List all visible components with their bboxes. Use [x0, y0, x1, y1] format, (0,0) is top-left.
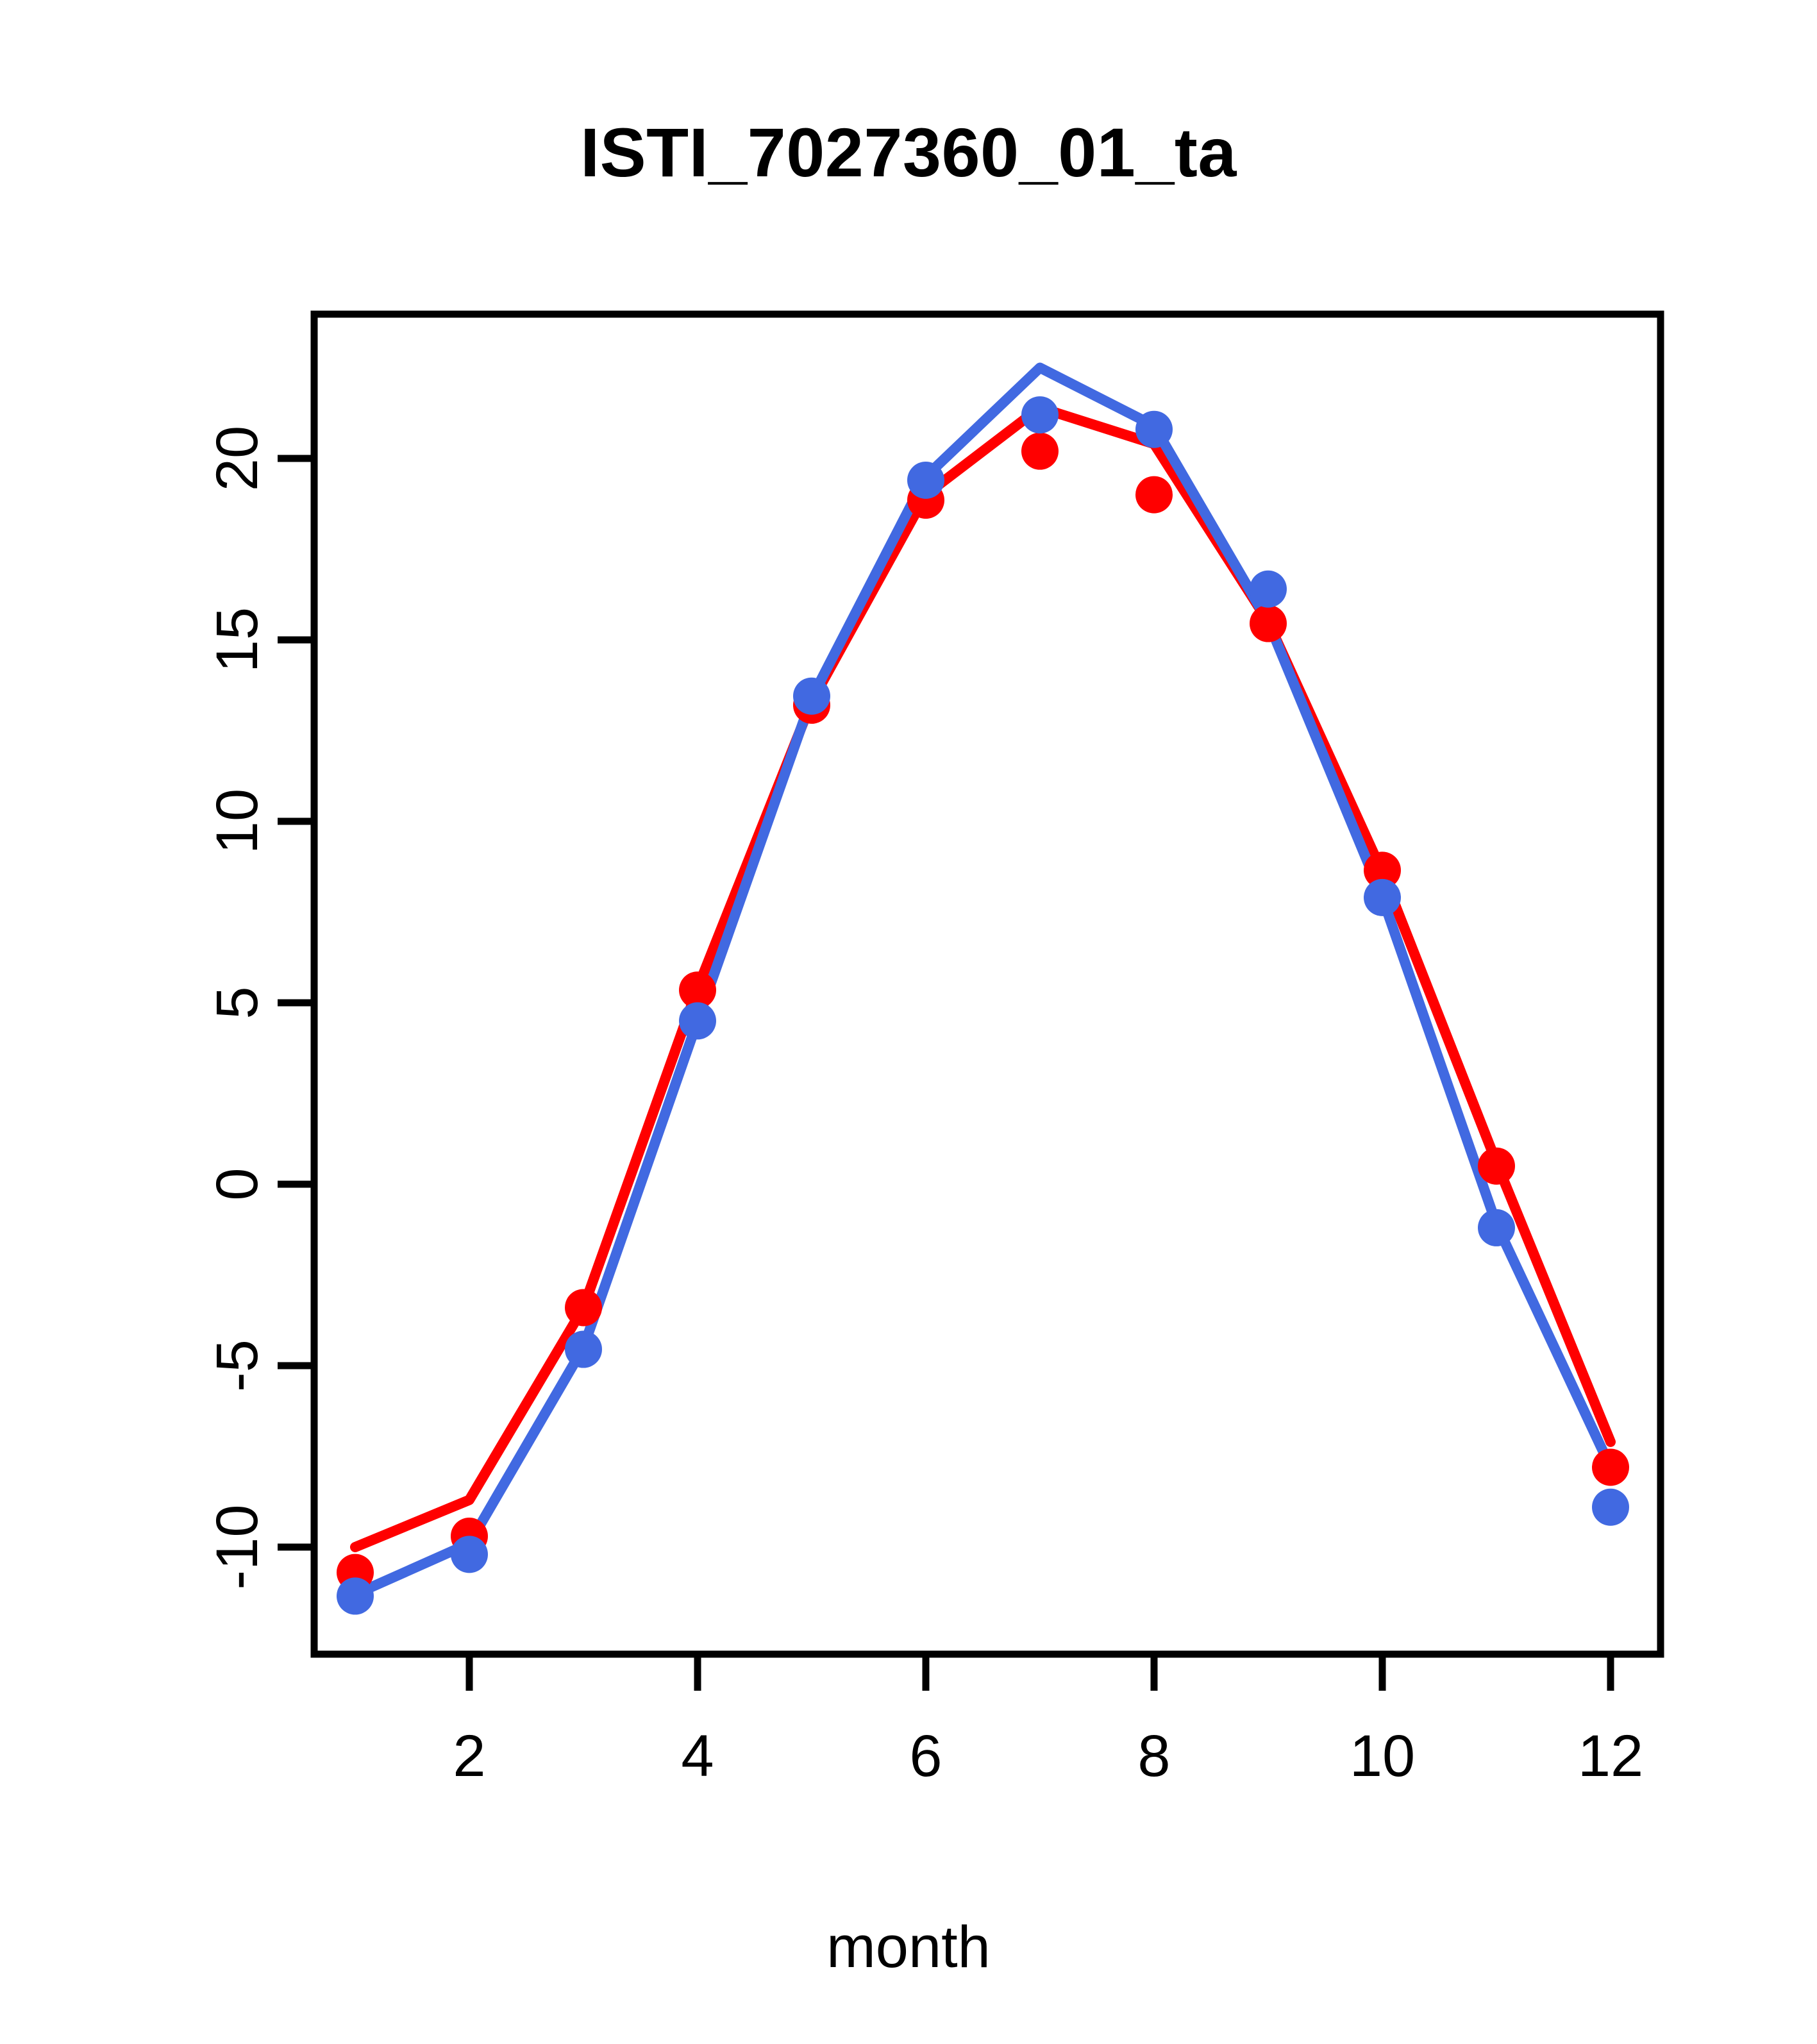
- y-tick-label: 5: [205, 986, 270, 1019]
- y-tick-label: 10: [205, 789, 270, 854]
- x-tick-label: 8: [1137, 1723, 1170, 1789]
- x-axis-ticks: [465, 1654, 1614, 1691]
- data-point-blue-points: [337, 1577, 374, 1615]
- data-point-blue-points: [1592, 1488, 1629, 1526]
- data-point-red-points: [1250, 605, 1287, 642]
- page-title: ISTI_7027360_01_ta: [580, 113, 1237, 191]
- data-point-blue-points: [679, 1002, 716, 1040]
- y-tick-label: 15: [205, 607, 270, 673]
- series-line-blue-line: [350, 362, 1616, 1600]
- data-point-blue-points: [1364, 878, 1401, 916]
- data-point-blue-points: [793, 677, 830, 715]
- x-tick-label: 6: [909, 1723, 942, 1789]
- x-tick-label: 4: [681, 1723, 714, 1789]
- data-point-blue-points: [1250, 570, 1287, 608]
- data-point-blue-points: [565, 1330, 602, 1368]
- plot-box: [310, 310, 1664, 1658]
- data-point-blue-points: [1135, 410, 1173, 448]
- data-point-red-points: [565, 1289, 602, 1327]
- y-axis-tick-labels: 20 15 10 5 0 -5 -10: [205, 426, 270, 1590]
- x-tick-label: 10: [1350, 1723, 1415, 1789]
- data-point-blue-points: [1021, 396, 1059, 434]
- x-tick-label: 2: [453, 1723, 485, 1789]
- series-line-red-line: [350, 402, 1616, 1552]
- x-axis-label: month: [826, 1914, 991, 1980]
- y-tick-label: -10: [205, 1505, 270, 1590]
- data-point-blue-points: [1478, 1209, 1515, 1246]
- data-point-blue-points: [451, 1536, 488, 1573]
- data-point-red-points: [1364, 851, 1401, 889]
- data-point-red-points: [1135, 476, 1173, 514]
- series-lines: [350, 362, 1616, 1600]
- data-point-red-points: [1592, 1448, 1629, 1486]
- x-tick-label: 12: [1578, 1723, 1643, 1789]
- y-tick-label: -5: [205, 1339, 270, 1392]
- data-point-red-points: [679, 971, 716, 1009]
- y-axis-ticks: [278, 455, 314, 1551]
- x-axis-tick-labels: 2 4 6 8 10 12: [453, 1723, 1643, 1789]
- y-tick-label: 0: [205, 1168, 270, 1200]
- y-tick-label: 20: [205, 426, 270, 491]
- data-point-blue-points: [907, 461, 944, 499]
- series-points: [337, 396, 1629, 1615]
- data-point-red-points: [1021, 432, 1059, 470]
- data-point-red-points: [1478, 1147, 1515, 1185]
